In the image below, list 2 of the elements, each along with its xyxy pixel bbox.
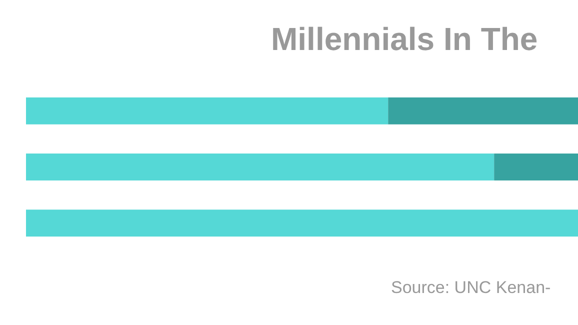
- chart-title: Millennials In The: [271, 21, 538, 57]
- source-note: Source: UNC Kenan-: [391, 278, 551, 297]
